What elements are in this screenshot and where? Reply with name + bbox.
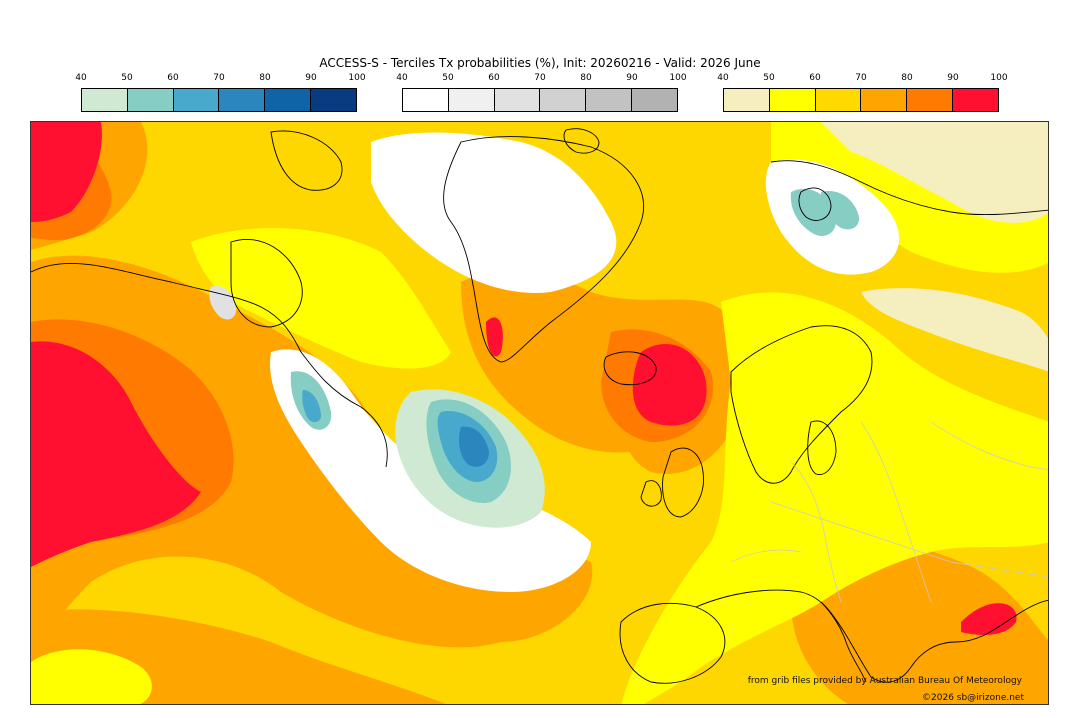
colorbar-tick: 50 [763, 73, 775, 83]
red-patch-aegean [961, 603, 1017, 635]
colorbar-swatch [953, 89, 998, 111]
coastline-russia-north [770, 160, 1048, 216]
colorbar-near-normal: 40 50 60 70 80 90 100 [396, 72, 687, 112]
border-line [770, 501, 1048, 578]
colorbar-swatch [861, 89, 908, 111]
coastline-baltic [807, 420, 837, 475]
colorbar-swatch [311, 89, 356, 111]
coastline-hudson-bay [230, 238, 303, 328]
colorbar-tick: 70 [855, 73, 867, 83]
colorbar-swatch [173, 89, 220, 111]
colorbar-swatch [632, 89, 677, 111]
red-patch-west-atlantic [31, 341, 201, 567]
colorbar-swatch [769, 89, 816, 111]
coastline-greenland [443, 136, 644, 363]
country-borders [730, 421, 1048, 603]
colorbar-tick: 90 [305, 73, 317, 83]
beige-region-siberia [821, 122, 1048, 223]
colorbar-tick: 50 [121, 73, 133, 83]
white-region-arctic [371, 132, 617, 293]
coastline-europe-south [695, 589, 1048, 683]
copyright-credit: ©2026 sb@irizone.net [922, 693, 1024, 703]
coastline-svalbard [563, 128, 600, 154]
map-canvas [31, 122, 1048, 704]
colorbar-swatch [586, 89, 633, 111]
beige-region-russia [861, 288, 1048, 372]
border-line [790, 461, 842, 603]
map-title: ACCESS-S - Terciles Tx probabilities (%)… [319, 56, 761, 70]
deep-blue-region-labrador-sea [458, 426, 489, 467]
colorbar-swatches [402, 88, 678, 112]
colorbar-swatch [448, 89, 495, 111]
colorbar-ticks: 40 50 60 70 80 90 100 [717, 72, 1007, 86]
colorbar-ticks: 40 50 60 70 80 90 100 [396, 72, 686, 86]
yellow-region-europe [621, 292, 1048, 704]
colorbar-swatch [907, 89, 954, 111]
coastline-iceland [603, 351, 657, 386]
colorbar-tick: 40 [717, 73, 729, 83]
colorbar-tick: 50 [442, 73, 454, 83]
coastline-italy [820, 601, 867, 683]
colorbar-tick: 80 [901, 73, 913, 83]
coastline-canada [31, 262, 388, 468]
colorbar-tick: 100 [669, 73, 687, 83]
colorbar-tick: 60 [809, 73, 821, 83]
colorbar-tick: 80 [259, 73, 271, 83]
grey-patch-hudson [209, 286, 236, 320]
red-patch-greenland-coast [486, 317, 503, 357]
border-line [730, 549, 802, 563]
colorbar-swatch [127, 89, 174, 111]
colorbar-tick: 60 [167, 73, 179, 83]
colorbar-tick: 100 [990, 73, 1008, 83]
coastline-novaya-zemlya [798, 187, 832, 221]
colorbar-above-normal: 40 50 60 70 80 90 100 [717, 72, 1008, 112]
yellow-region-atlantic-south [31, 649, 152, 704]
yellow-region-canada [191, 228, 451, 369]
colorbar-swatch [724, 89, 770, 111]
coastline-scandinavia [730, 325, 873, 484]
colorbar-tick: 70 [534, 73, 546, 83]
colorbar-ticks: 40 50 60 70 80 90 100 [75, 72, 365, 86]
colorbar-swatches [81, 88, 357, 112]
colorbar-swatch [815, 89, 862, 111]
blue-region-hudson [302, 390, 321, 423]
colorbar-swatch [265, 89, 312, 111]
coastline-iberia [619, 602, 726, 684]
red-patch-norwegian-sea [632, 343, 707, 426]
colorbar-swatch [219, 89, 266, 111]
colorbar-swatch [403, 89, 449, 111]
colorbar-tick: 40 [396, 73, 408, 83]
red-patch-north [31, 122, 102, 222]
colorbar-swatch [82, 89, 128, 111]
colorbar-tick: 90 [626, 73, 638, 83]
border-line [860, 421, 932, 603]
data-source-credit: from grib files provided by Australian B… [747, 676, 1022, 686]
coastline-arctic-islands [270, 130, 343, 191]
colorbar-tick: 60 [488, 73, 500, 83]
colorbar-swatch [540, 89, 587, 111]
colorbar-tick: 100 [348, 73, 366, 83]
colorbar-below-normal: 40 50 60 70 80 90 100 [75, 72, 366, 112]
colorbar-swatch [494, 89, 541, 111]
border-line [930, 421, 1048, 471]
colorbar-tick: 90 [947, 73, 959, 83]
colorbar-tick: 40 [75, 73, 87, 83]
colorbar-swatches [723, 88, 999, 112]
coastlines [31, 128, 1048, 684]
colorbar-tick: 70 [213, 73, 225, 83]
coastline-british-isles [640, 447, 704, 518]
colorbar-tick: 80 [580, 73, 592, 83]
probability-map [30, 121, 1049, 705]
